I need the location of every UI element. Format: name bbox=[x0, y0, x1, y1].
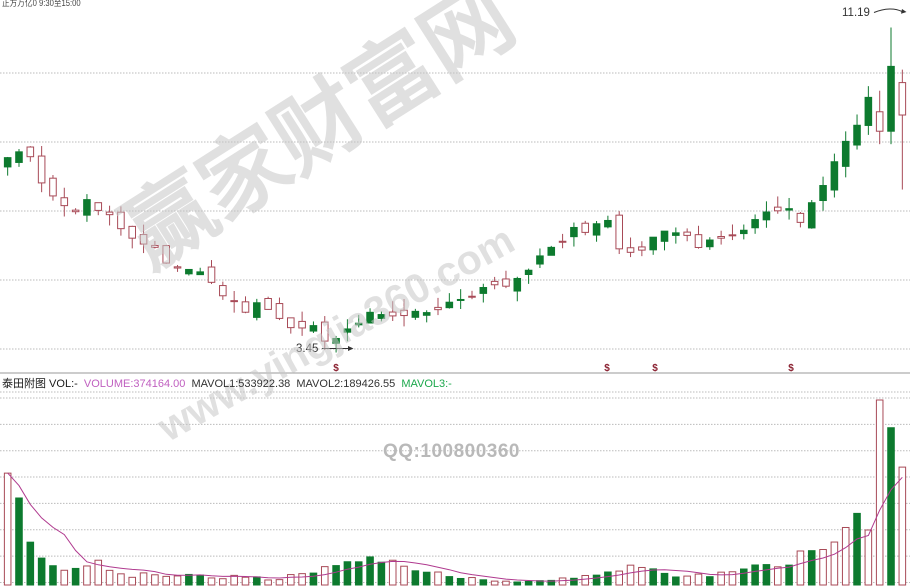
svg-text:$: $ bbox=[652, 363, 658, 374]
svg-text:11.19: 11.19 bbox=[842, 7, 870, 19]
svg-text:$: $ bbox=[788, 363, 794, 374]
svg-text:3.45: 3.45 bbox=[296, 343, 318, 355]
svg-text:$: $ bbox=[333, 363, 339, 374]
svg-text:$: $ bbox=[604, 363, 610, 374]
